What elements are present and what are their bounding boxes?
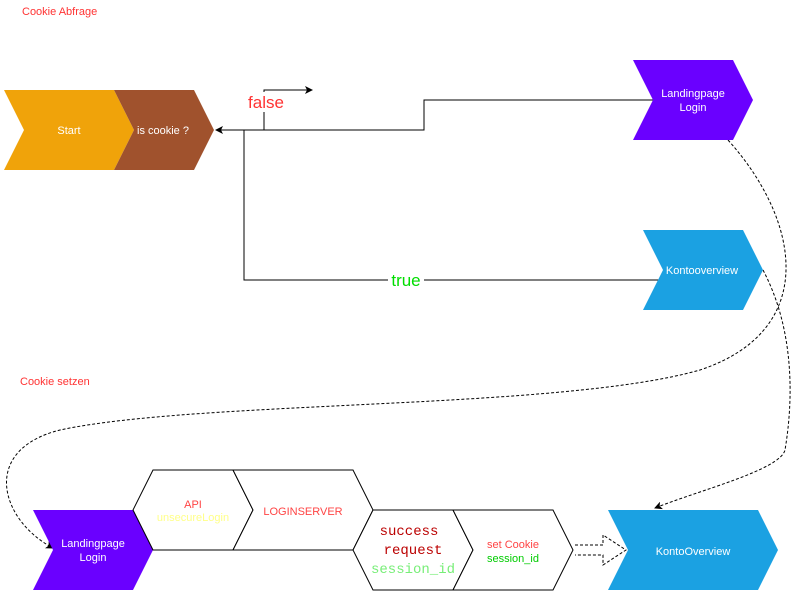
edge-landing-to-iscookie [215, 99, 653, 134]
section-label-cookie-setzen: Cookie setzen [20, 376, 90, 388]
node-konto-top[interactable]: Kontooverview [643, 230, 763, 310]
node-label: Landingpage [61, 538, 125, 550]
node-label: is cookie ? [137, 125, 189, 137]
node-label: Landingpage [661, 88, 725, 100]
node-label: set Cookie [487, 539, 539, 551]
node-label: request [384, 543, 443, 559]
node-landing-top[interactable]: Landingpage Login [633, 60, 753, 140]
node-api[interactable]: API unsecureLogin [132, 469, 254, 551]
node-landing-bottom[interactable]: Landingpage Login [33, 510, 153, 590]
edge-false [263, 86, 313, 130]
node-label: unsecureLogin [157, 512, 229, 524]
false-label: false [248, 93, 284, 112]
node-label: KontoOverview [656, 546, 731, 558]
node-label: Kontooverview [666, 265, 738, 277]
node-label: Login [680, 102, 707, 114]
node-loginserver[interactable]: LOGINSERVER [232, 469, 374, 551]
node-konto-bottom[interactable]: KontoOverview [608, 510, 778, 590]
section-label-cookie-abfrage: Cookie Abfrage [22, 6, 97, 18]
node-label: Start [57, 125, 80, 137]
node-set-cookie[interactable]: set Cookie session_id [452, 509, 574, 591]
node-label: LOGINSERVER [263, 506, 342, 518]
edge-dashed-landing [6, 139, 787, 549]
node-label: session_id [371, 562, 455, 578]
node-label: session_id [487, 553, 539, 565]
node-is-cookie[interactable]: is cookie ? [114, 90, 214, 170]
node-label: success [380, 524, 439, 540]
node-start[interactable]: Start [4, 90, 134, 170]
true-label: true [391, 271, 420, 290]
edge-dashed-konto [654, 269, 791, 510]
block-arrow-icon [575, 534, 627, 566]
node-label: API [184, 499, 202, 511]
node-success[interactable]: success request session_id [352, 509, 474, 591]
edge-konto-to-iscookie [243, 130, 663, 281]
node-label: Login [80, 552, 107, 564]
